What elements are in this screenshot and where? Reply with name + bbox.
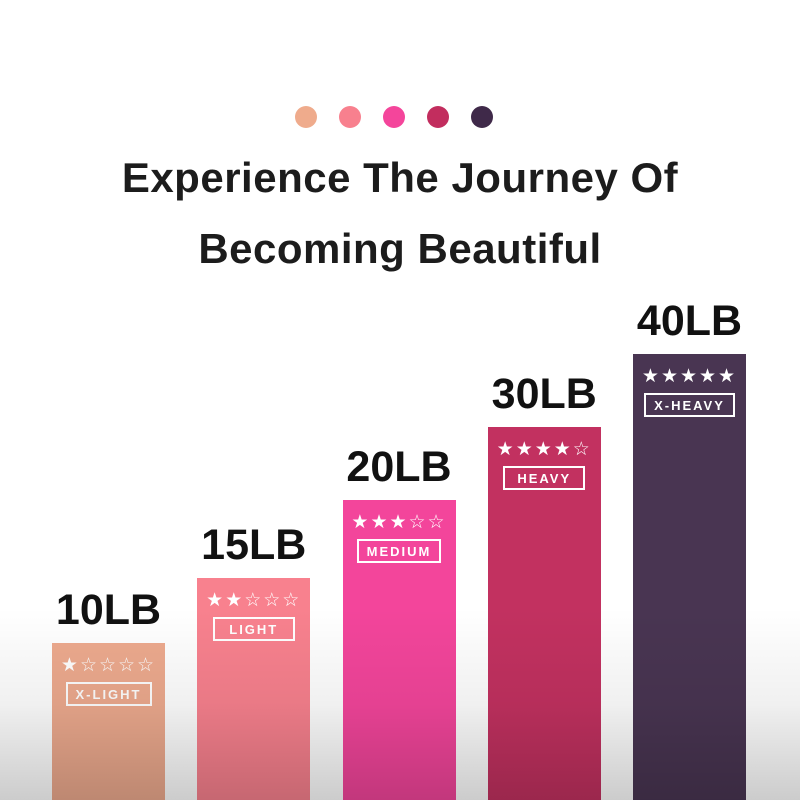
palette-dot-medium	[383, 106, 405, 128]
weight-label: 40LB	[636, 296, 743, 345]
bar-column-40lb: 40LB ★★★★★ X-HEAVY	[633, 296, 746, 800]
band-level-badge: X-HEAVY	[644, 393, 735, 417]
resistance-bar: ★★★★☆ HEAVY	[487, 427, 601, 800]
weight-label: 30LB	[491, 369, 597, 418]
star-rating: ★★☆☆☆	[206, 589, 302, 611]
title-line-1: Experience The Journey Of	[121, 154, 679, 201]
band-level-badge: HEAVY	[503, 466, 586, 490]
weight-label: 20LB	[346, 442, 452, 491]
band-level-badge: LIGHT	[212, 617, 295, 641]
palette-dot-heavy	[427, 106, 449, 128]
bar-column-10lb: 10LB ★☆☆☆☆ X-LIGHT	[52, 585, 165, 800]
resistance-bar: ★★★☆☆ MEDIUM	[342, 500, 456, 800]
band-level-badge: X-LIGHT	[65, 682, 152, 706]
bars-area: 10LB ★☆☆☆☆ X-LIGHT 15LB ★★☆☆☆ LIGHT 20LB…	[52, 0, 746, 800]
palette-dot-x-light	[295, 106, 317, 128]
band-level-badge: MEDIUM	[356, 539, 442, 563]
palette-dot-light	[339, 106, 361, 128]
resistance-bar: ★★☆☆☆ LIGHT	[197, 578, 311, 800]
palette-dots	[0, 106, 794, 128]
star-rating: ★★★★★	[641, 365, 738, 387]
page-title: Experience The Journey Of Becoming Beaut…	[0, 142, 800, 284]
title-line-2: Becoming Beautiful	[198, 225, 602, 272]
resistance-bar: ★☆☆☆☆ X-LIGHT	[52, 643, 165, 800]
bar-column-15lb: 15LB ★★☆☆☆ LIGHT	[197, 520, 311, 800]
star-rating: ★★★★☆	[496, 438, 592, 460]
star-rating: ★☆☆☆☆	[60, 654, 157, 676]
weight-label: 15LB	[201, 520, 307, 569]
star-rating: ★★★☆☆	[351, 511, 447, 533]
resistance-bar: ★★★★★ X-HEAVY	[633, 354, 746, 800]
weight-label: 10LB	[55, 585, 162, 634]
bar-column-30lb: 30LB ★★★★☆ HEAVY	[487, 369, 601, 800]
palette-dot-x-heavy	[471, 106, 493, 128]
bar-column-20lb: 20LB ★★★☆☆ MEDIUM	[342, 442, 456, 800]
